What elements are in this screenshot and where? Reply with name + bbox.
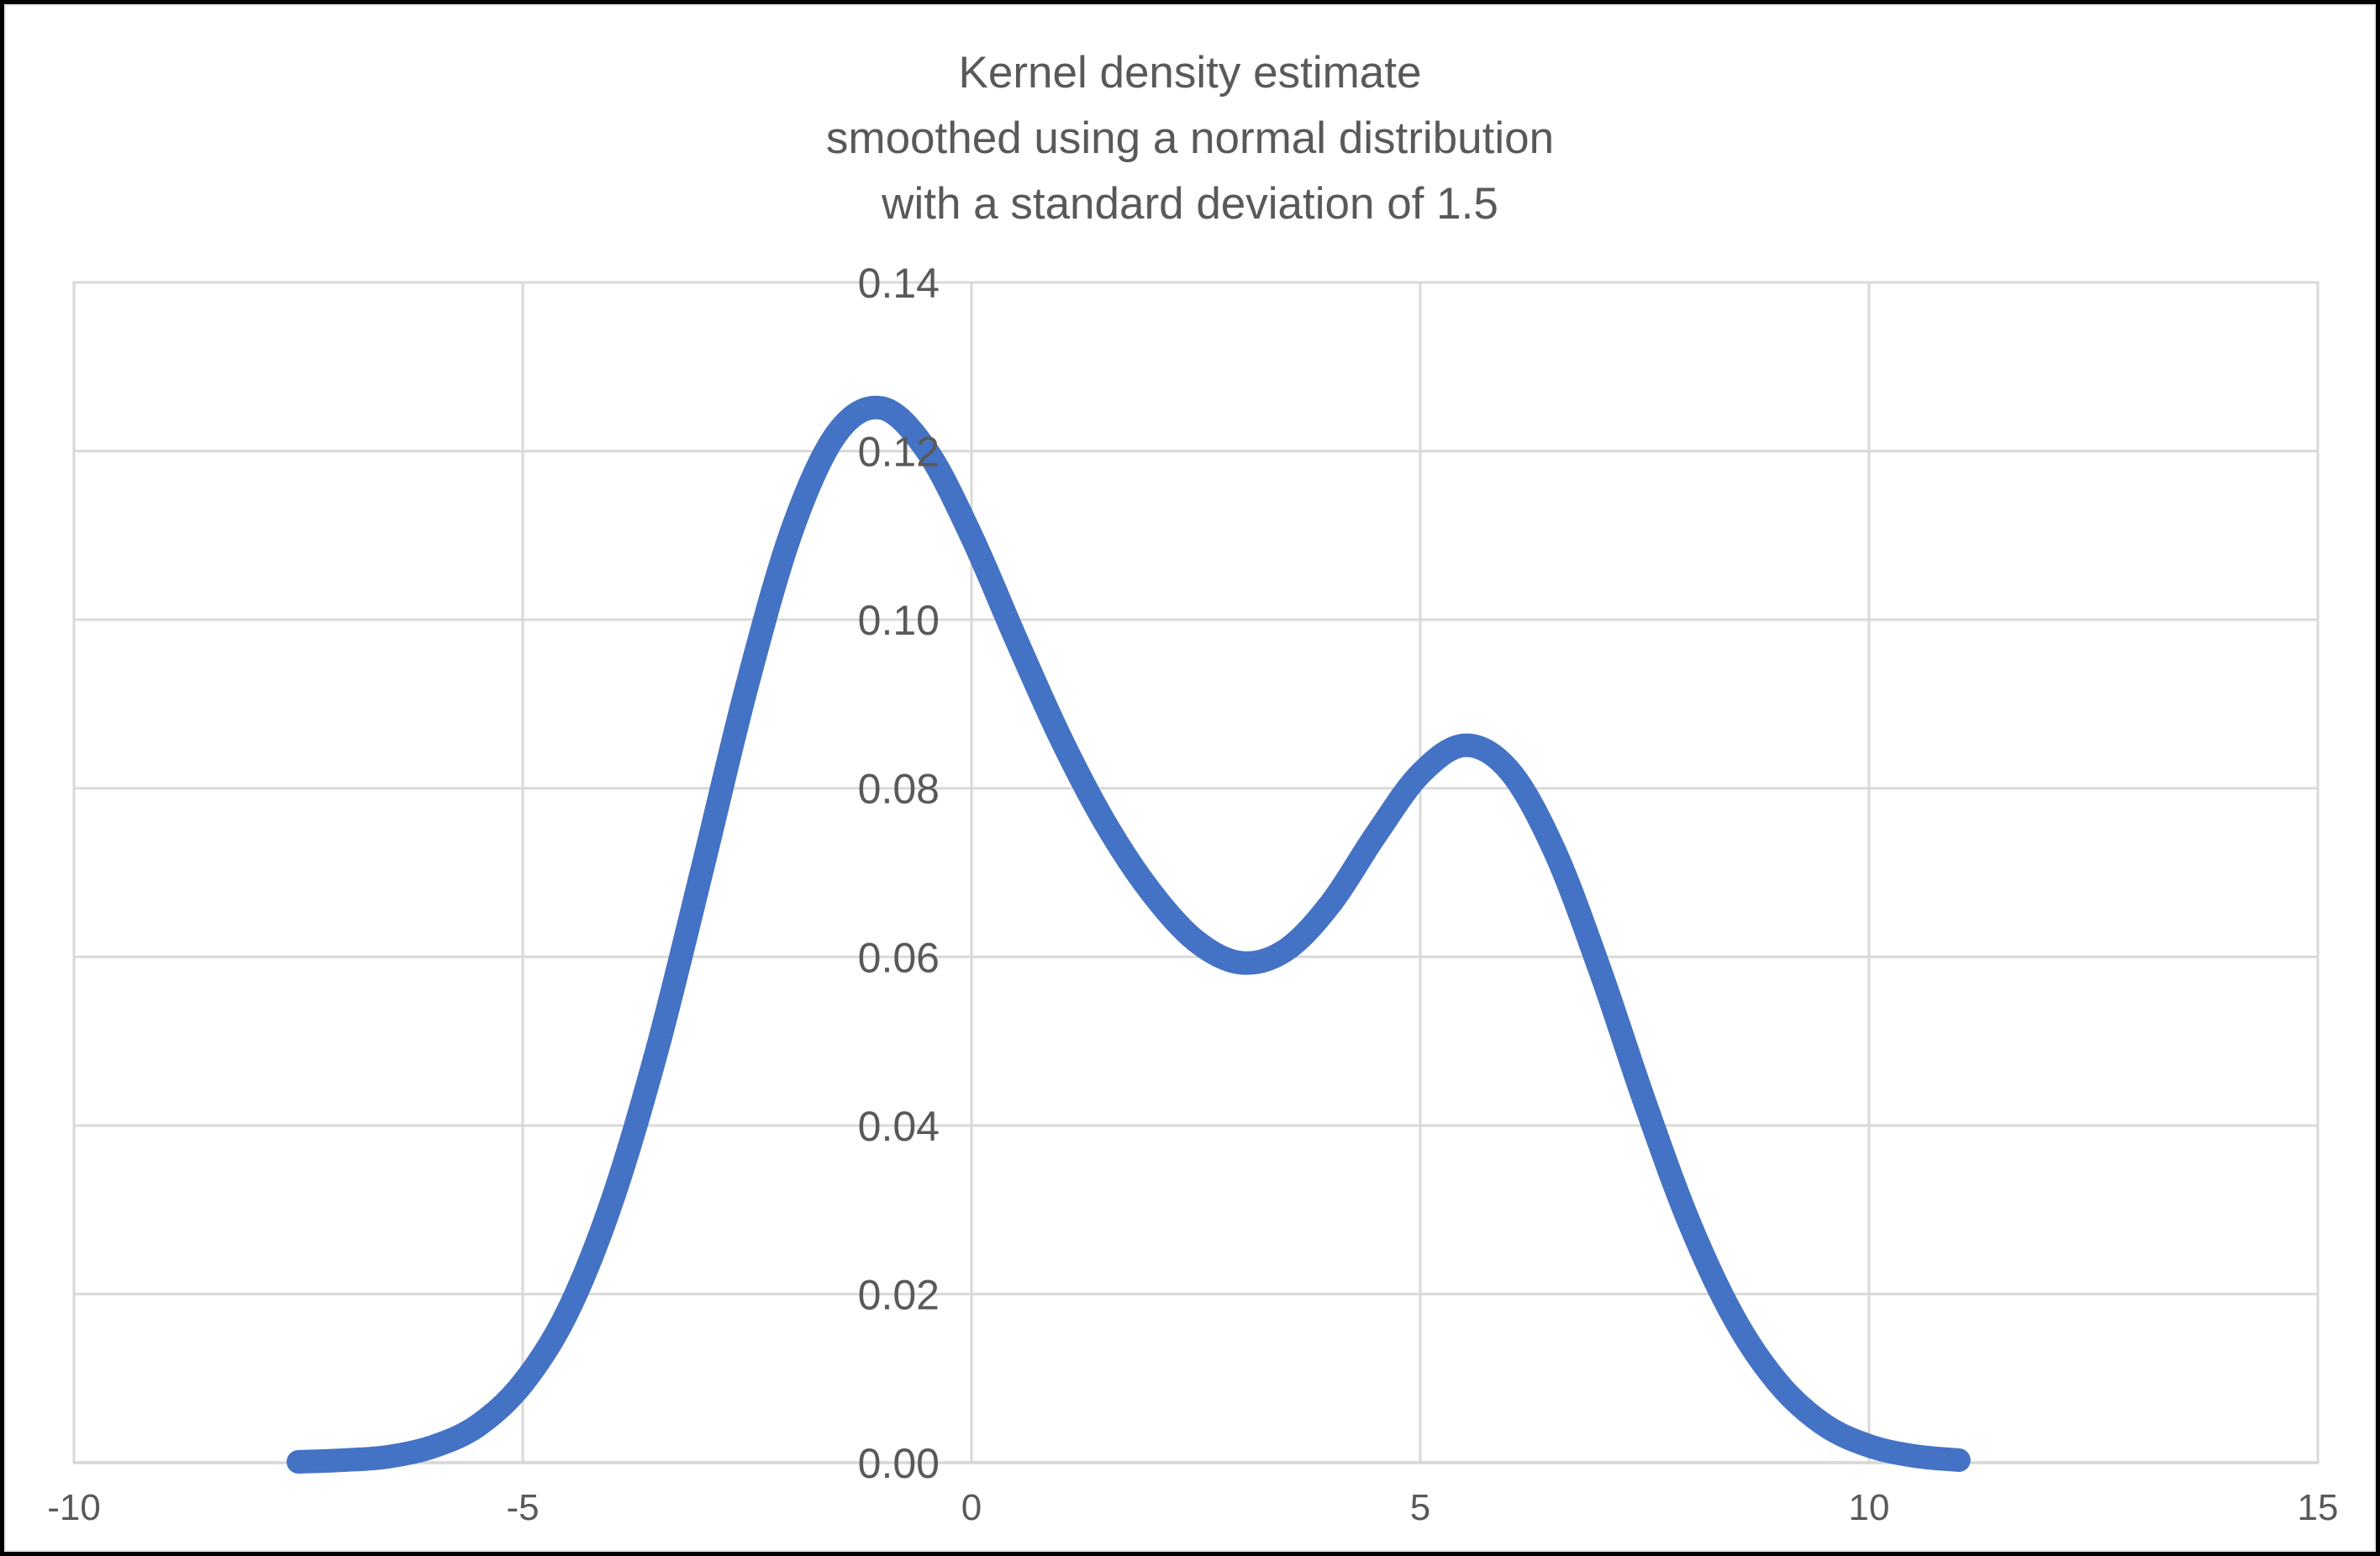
y-tick-label: 0.06 — [858, 934, 940, 981]
chart-title: Kernel density estimate smoothed using a… — [4, 40, 2376, 237]
chart-title-line-3: with a standard deviation of 1.5 — [882, 179, 1498, 229]
kde-curve — [287, 395, 1971, 1474]
x-tick-label: 5 — [1410, 1487, 1430, 1528]
chart-title-line-1: Kernel density estimate — [958, 48, 1422, 98]
y-tick-label: 0.04 — [858, 1103, 940, 1150]
y-tick-label: 0.10 — [858, 597, 940, 644]
x-tick-label: 10 — [1849, 1487, 1890, 1528]
x-tick-label: 0 — [961, 1487, 982, 1528]
x-tick-label: -5 — [506, 1487, 539, 1528]
y-tick-label: 0.14 — [858, 260, 940, 307]
gridlines — [72, 281, 2319, 1464]
y-tick-label: 0.12 — [858, 429, 940, 476]
y-tick-label: 0.02 — [858, 1271, 940, 1318]
x-tick-label: 15 — [2298, 1487, 2339, 1528]
series-layer — [287, 395, 1971, 1474]
y-tick-label: 0.00 — [858, 1440, 940, 1487]
plot-area-border — [72, 281, 2319, 1464]
y-tick-label: 0.08 — [858, 766, 940, 813]
x-tick-label: -10 — [47, 1487, 101, 1528]
kde-line-chart: 0.00 0.02 0.04 0.06 0.08 0.10 0.12 0.14 -10 -5 0 5 1… — [47, 260, 2338, 1528]
axis-labels: 0.00 0.02 0.04 0.06 0.08 0.10 0.12 0.14 -10 -5 0 5 1… — [47, 260, 2338, 1528]
chart-title-line-2: smoothed using a normal distribution — [825, 113, 1555, 163]
